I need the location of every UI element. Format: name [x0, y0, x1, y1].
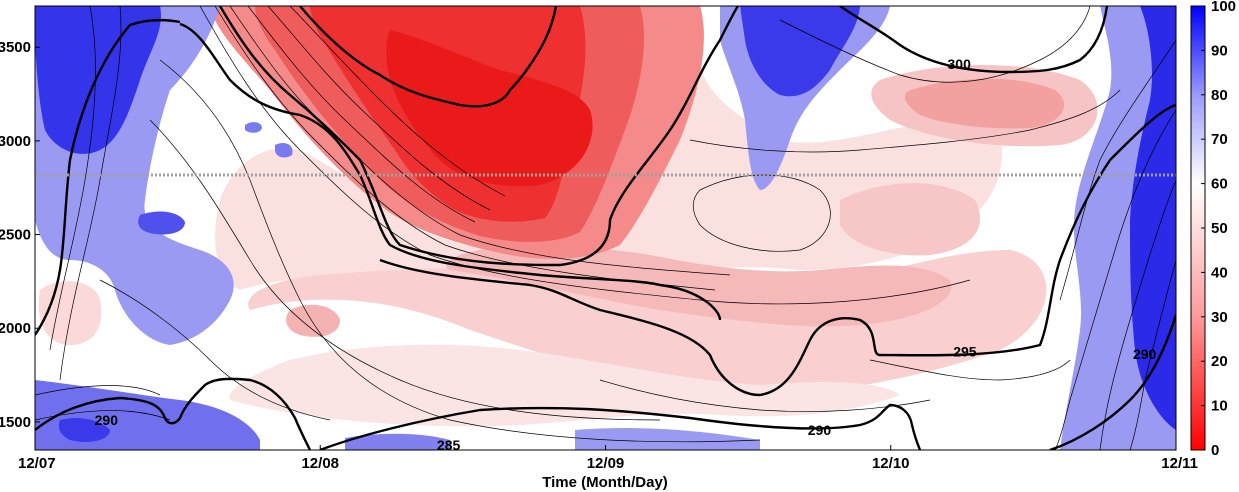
x-tick-label: 12/08 [301, 455, 339, 472]
contour-label: 290 [808, 422, 832, 438]
region-light-pink-mid [215, 45, 1002, 290]
contour-labels: 290 285 290 295 300 290 [95, 56, 1157, 453]
shaded-field: 290 285 290 295 300 290 [35, 6, 1176, 453]
region-salmon-right-upper [904, 78, 1065, 129]
region-blue-bottom-strip [575, 428, 760, 450]
contour-label: 295 [953, 343, 977, 359]
contour-300-right [839, 6, 1109, 74]
region-pink-small [286, 304, 340, 337]
x-tick-label: 12/07 [18, 455, 56, 472]
x-axis: 12/07 12/08 12/09 12/10 12/11 [18, 445, 1198, 472]
colorbar-tick-label: 60 [1211, 176, 1228, 193]
region-blue-bottom-mid [345, 433, 450, 450]
contour-label: 285 [437, 437, 461, 453]
colorbar-tick-label: 20 [1211, 353, 1228, 370]
region-pink-lower-2 [229, 344, 900, 427]
contour-295-lower [379, 103, 1176, 397]
y-tick-label: 3500 [0, 39, 31, 56]
colorbar-tick-label: 100 [1211, 0, 1236, 15]
region-blue-top-dark [740, 6, 860, 97]
thick-contours [35, 6, 1176, 450]
contour-main-dry-edge [179, 22, 722, 321]
y-tick-label: 3000 [0, 133, 31, 150]
colorbar-tick-label: 50 [1211, 220, 1228, 237]
region-pink-right-mid [840, 183, 980, 256]
contour-label: 300 [948, 56, 972, 72]
contour-300-upper [299, 6, 558, 108]
contour-290-bottom-left [35, 377, 312, 450]
region-blue-bottom-left-dark [58, 418, 110, 442]
x-axis-title: Time (Month/Day) [542, 474, 668, 491]
x-tick-label: 12/10 [872, 455, 910, 472]
colorbar-ticks: 0 10 20 30 40 50 60 70 80 90 100 [1201, 0, 1236, 459]
region-red-core [386, 30, 593, 187]
x-tick-label: 12/11 [1161, 455, 1198, 472]
colorbar-tick-label: 40 [1211, 264, 1228, 281]
colorbar-tick-label: 80 [1211, 87, 1228, 104]
region-blue-small-dot [245, 122, 262, 133]
contour-295 [218, 6, 739, 267]
contour-290-left [35, 18, 181, 336]
region-blue-left-dark [35, 6, 161, 154]
colorbar-tick-label: 0 [1211, 442, 1219, 459]
region-blue-left-dark2 [138, 211, 185, 235]
x-tick-label: 12/09 [587, 455, 625, 472]
colorbar-tick-label: 10 [1211, 398, 1228, 415]
thin-contours [35, 6, 1176, 450]
contour-label: 290 [95, 412, 119, 428]
colorbar: 0 10 20 30 40 50 60 70 80 90 100 [1190, 0, 1236, 459]
y-tick-label: 1500 [0, 414, 31, 431]
contour-290-right [1049, 314, 1176, 450]
y-tick-label: 2500 [0, 227, 31, 244]
y-axis: 1500 2000 2500 3000 3500 [0, 39, 40, 431]
y-tick-label: 2000 [0, 320, 31, 337]
contour-290-bottom [319, 403, 922, 450]
colorbar-tick-label: 30 [1211, 309, 1228, 326]
contour-label: 290 [1133, 346, 1157, 362]
colorbar-tick-label: 70 [1211, 131, 1228, 148]
region-blue-small-dot2 [275, 143, 293, 158]
colorbar-tick-label: 90 [1211, 42, 1228, 59]
region-pink-mid [446, 246, 952, 327]
